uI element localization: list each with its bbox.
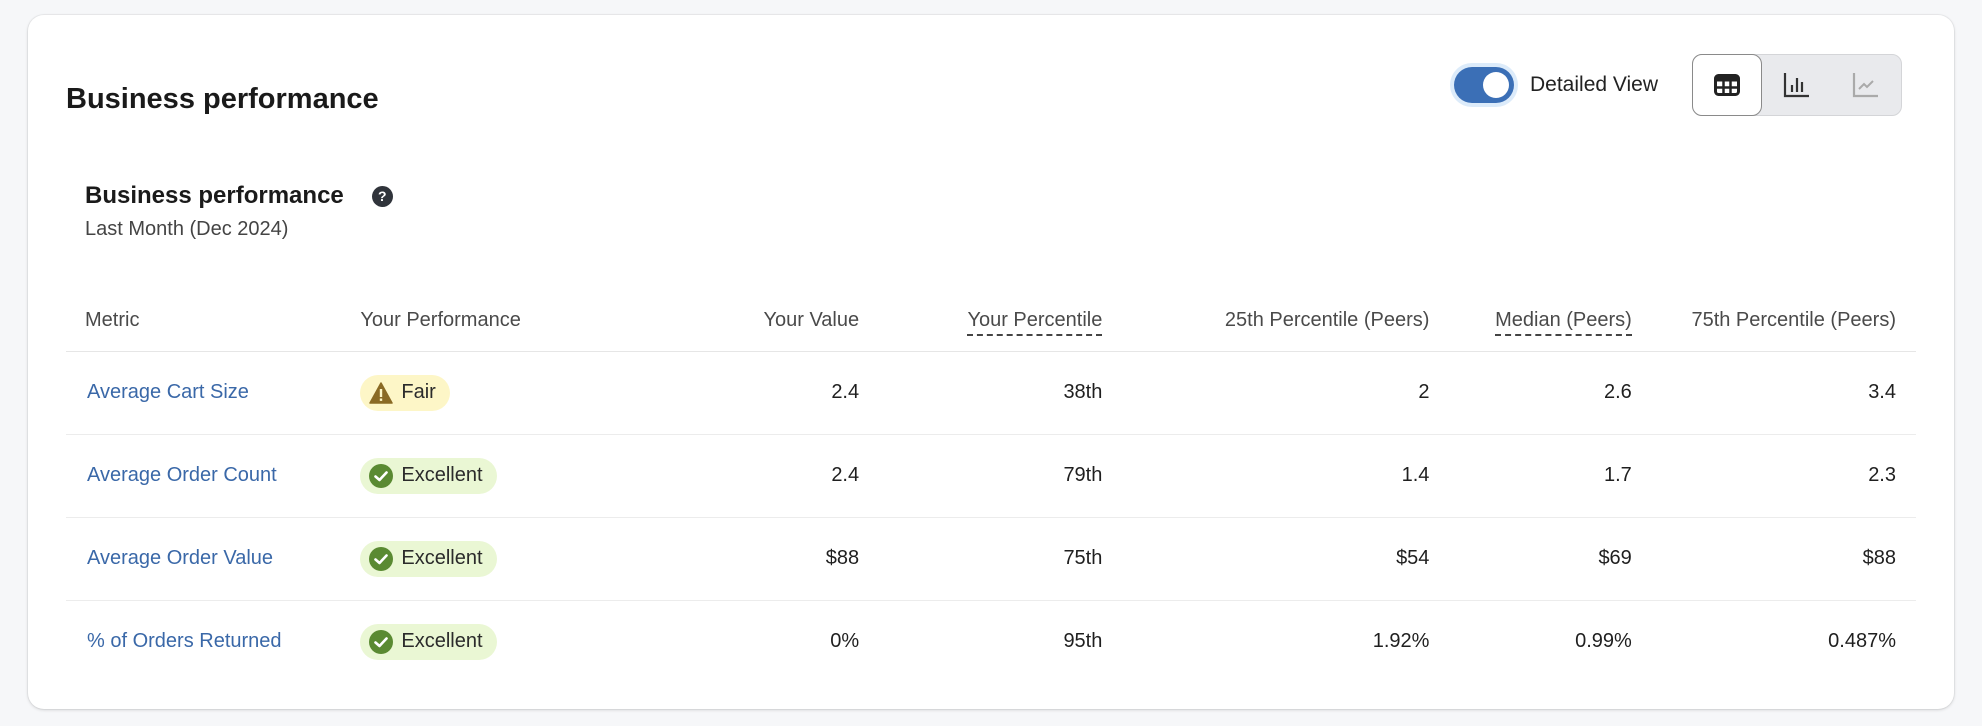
status-badge: Excellent (360, 457, 497, 494)
median-cell: 1.7 (1429, 434, 1632, 518)
performance-cell: Excellent (360, 517, 708, 601)
p25-cell: $54 (1102, 517, 1430, 601)
bar-chart-view-button[interactable] (1762, 55, 1831, 115)
check-circle-icon (369, 629, 394, 654)
detailed-view-toggle[interactable] (1450, 63, 1518, 107)
status-label: Excellent (401, 547, 483, 569)
status-badge: Excellent (360, 623, 497, 660)
p25-cell: 1.4 (1102, 434, 1430, 518)
your-percentile-cell: 75th (859, 517, 1103, 601)
performance-table: Metric Your Performance Your Value Your … (66, 291, 1916, 683)
detailed-view-toggle-group: Detailed View (1450, 63, 1658, 107)
p75-cell: 2.3 (1631, 434, 1916, 518)
status-badge: Excellent (360, 540, 497, 577)
metric-link[interactable]: Average Cart Size (87, 381, 249, 403)
table-row: Average Cart Size Fair 2.4 38th 2 2.6 3.4 (66, 351, 1916, 435)
metric-cell: Average Order Value (66, 517, 361, 601)
p25-cell: 1.92% (1372, 630, 1430, 653)
line-chart-icon (1853, 73, 1879, 98)
metric-link[interactable]: Average Order Value (87, 547, 274, 569)
view-switcher (1692, 54, 1902, 116)
section-subtitle: Last Month (Dec 2024) (85, 218, 289, 240)
your-value-cell: $88 (707, 517, 860, 601)
your-percentile-cell: 95th (1063, 630, 1103, 653)
metric-cell: % of Orders Returned (66, 600, 360, 683)
column-header-median[interactable]: Median (Peers) (1429, 291, 1632, 352)
question-circle-icon[interactable]: ? (371, 185, 393, 207)
bar-chart-icon (1783, 73, 1809, 98)
card-title: Business performance (66, 83, 379, 115)
p75-cell: 3.4 (1631, 351, 1916, 435)
table-view-button[interactable] (1692, 54, 1763, 116)
performance-cell: Excellent (360, 600, 708, 683)
status-label: Excellent (401, 630, 483, 653)
column-header-metric: Metric (66, 291, 361, 352)
performance-cell: Excellent (360, 434, 708, 518)
your-percentile-cell: 38th (859, 351, 1103, 435)
metric-cell: Average Order Count (66, 434, 361, 518)
metric-link[interactable]: % of Orders Returned (87, 630, 282, 653)
column-header-your-percentile[interactable]: Your Percentile (859, 291, 1103, 352)
check-circle-icon (369, 463, 394, 488)
p75-cell: 0.487% (1828, 630, 1896, 653)
business-performance-card: Business performance Detailed View Busin… (28, 15, 1954, 709)
table-row: Average Order Value Excellent $88 75th $54 $6… (66, 517, 1916, 601)
your-value-cell: 0% (830, 630, 860, 653)
table-header-row: Metric Your Performance Your Value Your … (66, 291, 1916, 352)
metric-link[interactable]: Average Order Count (87, 464, 277, 486)
column-header-25th-percentile: 25th Percentile (Peers) (1102, 291, 1430, 352)
warning-icon (369, 381, 394, 404)
line-chart-view-button[interactable] (1832, 55, 1901, 115)
check-circle-icon (369, 546, 394, 571)
detailed-view-label: Detailed View (1530, 73, 1659, 96)
median-cell: 0.99% (1575, 630, 1632, 653)
section-title-text: Business performance (85, 182, 344, 209)
status-badge: Fair (360, 374, 450, 411)
column-header-75th-percentile: 75th Percentile (Peers) (1631, 291, 1916, 352)
p75-cell: $88 (1631, 517, 1916, 601)
status-label: Fair (401, 381, 436, 403)
your-value-cell: 2.4 (707, 434, 860, 518)
column-header-your-value: Your Value (707, 291, 860, 352)
metric-cell: Average Cart Size (66, 351, 361, 435)
column-header-your-performance: Your Performance (360, 291, 708, 352)
table-icon (1714, 74, 1741, 96)
p25-cell: 2 (1102, 351, 1430, 435)
median-cell: $69 (1429, 517, 1632, 601)
your-percentile-cell: 79th (859, 434, 1103, 518)
status-label: Excellent (401, 464, 483, 486)
table-row: Average Order Count Excellent 2.4 79th 1.4 1.… (66, 434, 1916, 518)
your-value-cell: 2.4 (707, 351, 860, 435)
section-title: Business performance ? (85, 182, 393, 210)
median-cell: 2.6 (1429, 351, 1632, 435)
performance-cell: Fair (360, 351, 708, 435)
table-row: % of Orders Returned Excellent 0% 95th 1.92%… (66, 600, 1916, 683)
